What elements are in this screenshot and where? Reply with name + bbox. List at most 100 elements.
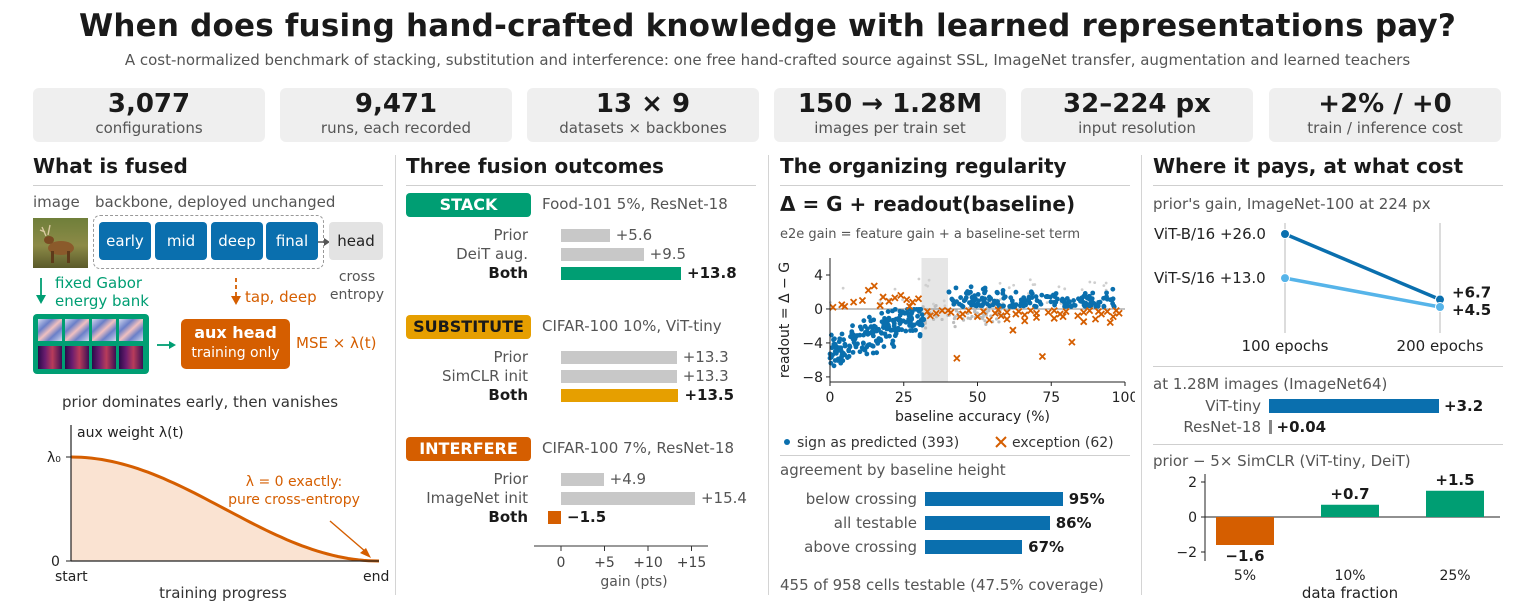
predicted-point bbox=[972, 297, 977, 303]
gain-value: +13.3 bbox=[682, 348, 729, 366]
block-final: final bbox=[266, 222, 318, 260]
exception-point bbox=[891, 294, 899, 302]
predicted-point bbox=[1034, 298, 1040, 303]
row-label: ImageNet init bbox=[426, 489, 528, 507]
stat-card-configurations: 3,077 configurations bbox=[33, 88, 265, 142]
untestable-point bbox=[927, 278, 931, 282]
agreement-bar bbox=[925, 516, 1050, 530]
untestable-point bbox=[980, 317, 985, 321]
predicted-point bbox=[853, 342, 858, 348]
y-tick-label: −2 bbox=[1176, 545, 1197, 561]
exception-point bbox=[944, 307, 952, 315]
scale-label: ViT-tiny bbox=[1205, 397, 1261, 415]
predicted-point bbox=[903, 328, 909, 334]
vit_s-start-point bbox=[1280, 273, 1290, 284]
stat-card-resolution: 32–224 px input resolution bbox=[1021, 88, 1253, 142]
predicted-point bbox=[831, 363, 837, 369]
predicted-point bbox=[879, 330, 885, 336]
y-tick-label: 2 bbox=[1188, 475, 1197, 491]
predicted-point bbox=[953, 285, 959, 291]
exception-point bbox=[1009, 326, 1017, 334]
exception-point bbox=[1038, 352, 1047, 361]
predicted-point bbox=[1043, 294, 1049, 300]
exception-point bbox=[1094, 307, 1103, 316]
scale-value: +0.04 bbox=[1276, 418, 1327, 436]
predicted-point bbox=[874, 328, 880, 334]
predicted-point bbox=[1018, 297, 1024, 303]
gain-value: +13.5 bbox=[684, 386, 735, 404]
epoch-label: 100 epochs bbox=[1242, 337, 1329, 355]
scale-bar bbox=[1269, 399, 1439, 413]
predicted-point bbox=[1096, 299, 1101, 305]
row-label: Prior bbox=[493, 348, 528, 366]
untestable-point bbox=[987, 309, 991, 313]
scale-value: +3.2 bbox=[1444, 397, 1484, 415]
exception-point bbox=[1003, 308, 1011, 316]
predicted-point bbox=[860, 340, 866, 346]
row-label: Prior bbox=[493, 226, 528, 244]
exception-point bbox=[903, 295, 911, 304]
exception-point bbox=[914, 295, 923, 303]
heading-rule bbox=[406, 185, 756, 186]
vit_s-end-value: +4.5 bbox=[1452, 301, 1491, 319]
column-divider bbox=[395, 155, 396, 595]
predicted-point bbox=[966, 290, 972, 296]
simclr-value: +0.7 bbox=[1330, 485, 1369, 503]
exception-point bbox=[841, 302, 849, 311]
predicted-point bbox=[883, 334, 889, 339]
gain-bar bbox=[561, 389, 679, 402]
predicted-point bbox=[850, 323, 855, 329]
vit_s-label: ViT-S/16 +13.0 bbox=[1154, 269, 1266, 287]
predicted-point bbox=[919, 321, 925, 327]
predicted-point bbox=[850, 349, 856, 355]
block-mid: mid bbox=[155, 222, 207, 260]
untestable-point bbox=[893, 287, 897, 291]
gain-axis: 0 +5 +10 +15 gain (pts) bbox=[534, 545, 708, 590]
legend-dot-icon bbox=[784, 439, 790, 445]
column-divider bbox=[1141, 155, 1142, 595]
y-tick-label: 0 bbox=[1188, 510, 1197, 526]
section-rule bbox=[1153, 366, 1503, 367]
predicted-point bbox=[914, 306, 919, 312]
gabor-filters-icon bbox=[38, 319, 143, 369]
x-tick-label: 100 bbox=[1112, 390, 1135, 406]
predicted-point bbox=[1039, 292, 1045, 298]
fusion-arrows bbox=[36, 278, 241, 349]
predicted-point bbox=[1089, 296, 1095, 302]
untestable-point bbox=[942, 299, 946, 303]
predicted-point bbox=[874, 339, 880, 345]
predicted-point bbox=[890, 308, 895, 314]
axis-tick-label: 0 bbox=[557, 555, 566, 571]
agreement-value: 67% bbox=[1028, 538, 1065, 556]
exception-point bbox=[1003, 315, 1011, 323]
predicted-point bbox=[911, 322, 917, 328]
exception-point bbox=[1032, 313, 1041, 322]
predicted-point bbox=[867, 342, 873, 347]
predicted-point bbox=[917, 333, 923, 339]
exception-point bbox=[923, 307, 931, 316]
untestable-point bbox=[998, 281, 1002, 285]
predicted-point bbox=[951, 301, 957, 307]
curve-annotation: λ = 0 exactly: pure cross-entropy bbox=[228, 474, 360, 508]
exception-point bbox=[1080, 318, 1088, 326]
legend-cross-icon bbox=[995, 436, 1007, 448]
gain-bar bbox=[561, 473, 604, 486]
exception-point bbox=[956, 312, 964, 321]
exception-point bbox=[997, 312, 1005, 320]
predicted-point bbox=[1053, 291, 1059, 296]
tag-substitute: SUBSTITUTE bbox=[406, 315, 531, 339]
head-block: head bbox=[329, 222, 383, 260]
aux-weight-curve: λ₀ 0 start end training progress aux wei… bbox=[47, 425, 389, 602]
predicted-point bbox=[860, 346, 866, 352]
exception-point bbox=[879, 293, 887, 301]
y-axis-label: readout = Δ − G bbox=[777, 262, 793, 378]
predicted-point bbox=[896, 327, 901, 333]
untestable-point bbox=[1012, 283, 1016, 287]
untestable-point bbox=[953, 325, 957, 329]
vit_s-slope-line bbox=[1284, 276, 1441, 309]
predicted-point bbox=[1033, 294, 1039, 300]
untestable-point bbox=[932, 302, 935, 306]
agreement-title: agreement by baseline height bbox=[780, 461, 1006, 479]
exception-point bbox=[1068, 338, 1076, 346]
predicted-point bbox=[864, 351, 870, 357]
